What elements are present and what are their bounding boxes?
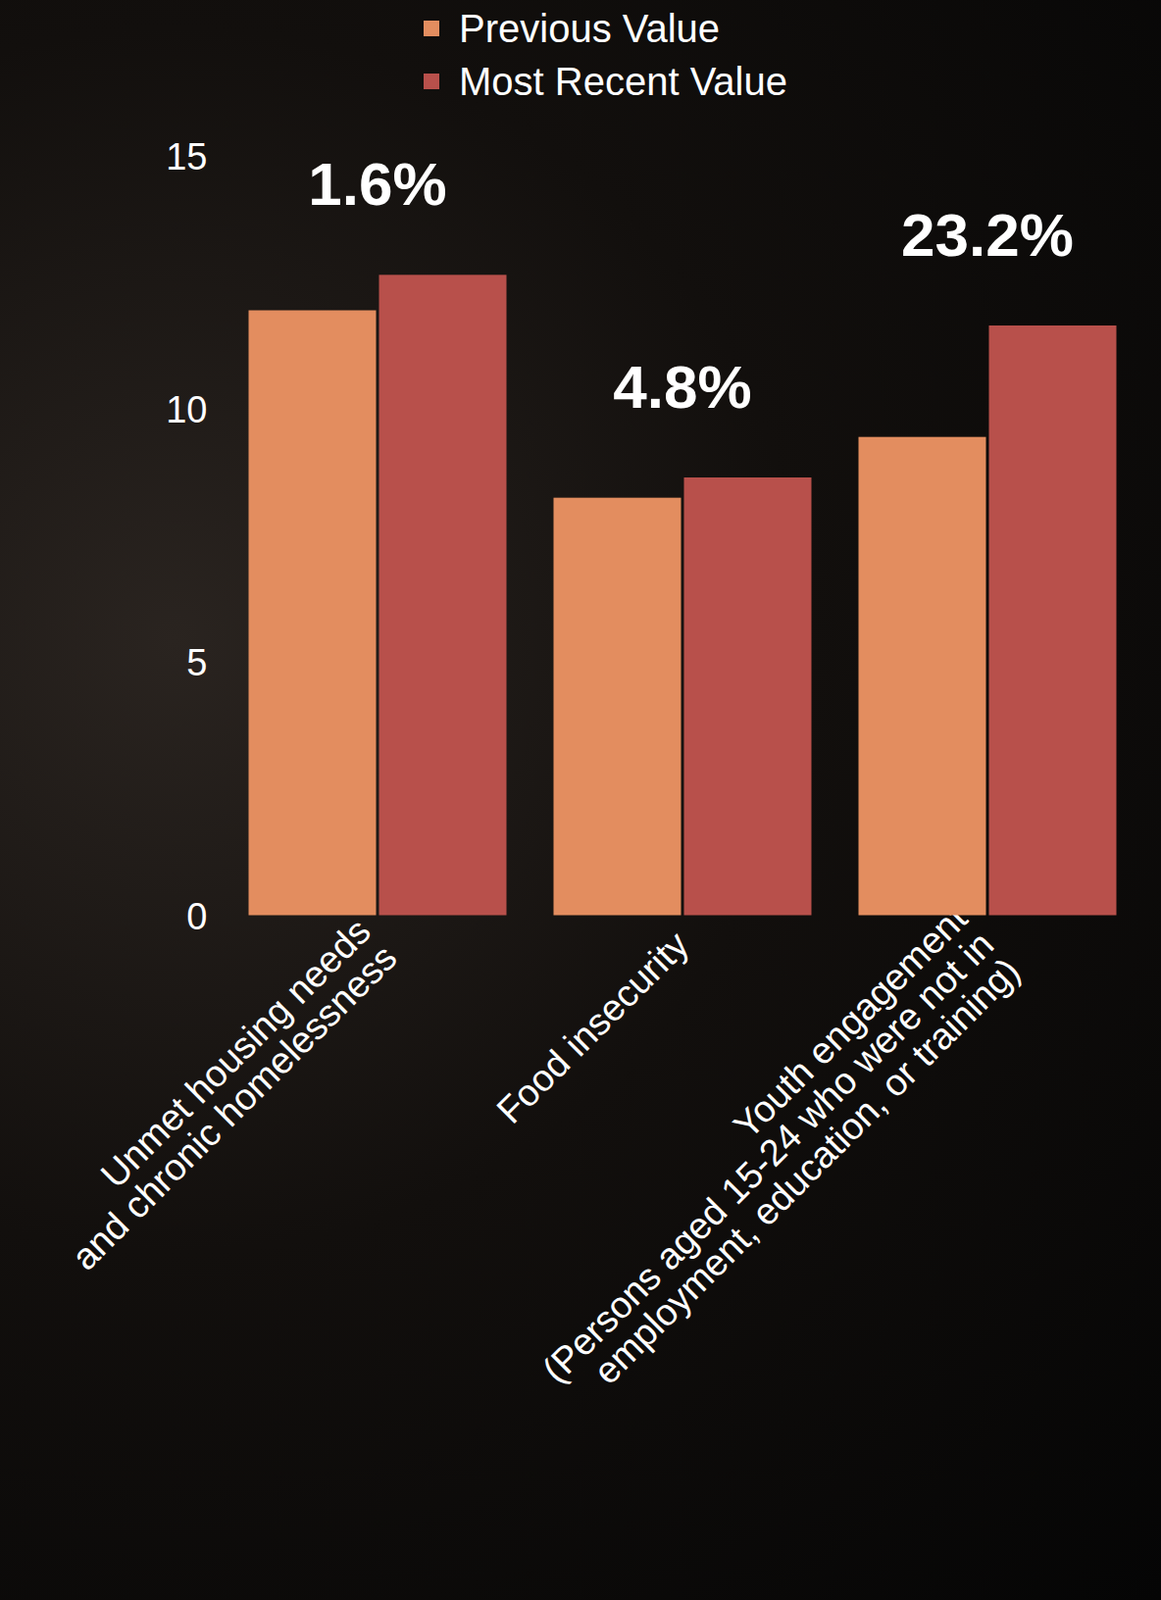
- svg-text:0: 0: [186, 896, 207, 938]
- svg-text:5: 5: [186, 642, 207, 684]
- svg-text:Food insecurity: Food insecurity: [488, 923, 697, 1132]
- html-text:Previous Value: Previous Value: [458, 6, 720, 51]
- svg-text:23.2%: 23.2%: [901, 201, 1074, 269]
- html-text:Most Recent Value: Most Recent Value: [458, 59, 788, 103]
- svg-text:4.8%: 4.8%: [612, 353, 752, 421]
- svg-text:Youth engagement(Persons aged: Youth engagement(Persons aged 15-24 who …: [507, 897, 1028, 1417]
- svg-text:1.6%: 1.6%: [307, 150, 447, 218]
- svg-text:10: 10: [165, 389, 207, 431]
- svg-text:15: 15: [165, 136, 207, 178]
- svg-text:Unmet housing needsand chronic: Unmet housing needsand chronic homelessn…: [37, 910, 405, 1279]
